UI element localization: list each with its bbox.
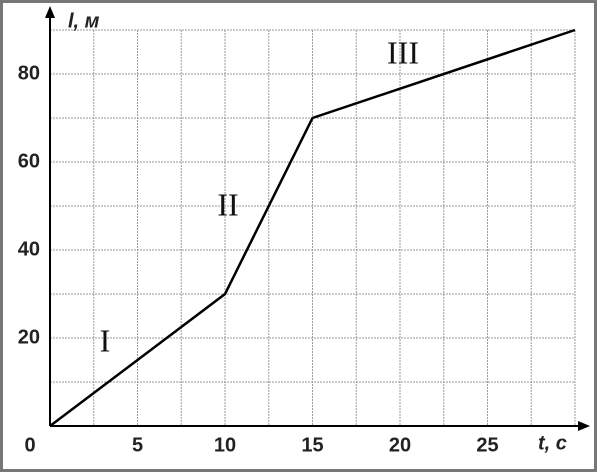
data-line <box>49 28 576 427</box>
segment-label: III <box>387 34 419 70</box>
x-axis-label: t, c <box>538 432 567 454</box>
x-tick-label: 25 <box>476 434 498 456</box>
segment-label: I <box>100 322 111 358</box>
x-arrow <box>578 421 590 431</box>
x-tick-label: 15 <box>301 434 323 456</box>
y-axis-label: l, м <box>68 10 100 32</box>
y-tick-label: 80 <box>18 62 40 84</box>
segment-label: II <box>217 186 238 222</box>
y-tick-label: 40 <box>18 238 40 260</box>
y-tick-label: 60 <box>18 150 40 172</box>
x-tick-label: 0 <box>24 434 35 456</box>
x-tick-label: 5 <box>132 434 143 456</box>
x-tick-label: 20 <box>389 434 411 456</box>
y-tick-label: 20 <box>18 326 40 348</box>
x-tick-label: 10 <box>214 434 236 456</box>
y-arrow <box>45 6 55 18</box>
